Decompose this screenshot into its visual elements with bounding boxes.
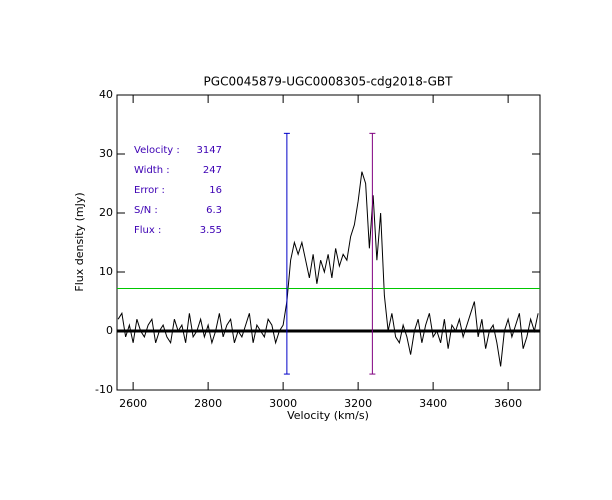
annotation-label: Velocity : bbox=[134, 145, 180, 156]
x-tick-label: 3400 bbox=[419, 397, 447, 410]
x-tick-label: 2800 bbox=[194, 397, 222, 410]
annotation-value: 247 bbox=[203, 165, 222, 176]
y-tick-label: 10 bbox=[99, 265, 113, 278]
annotation-value: 3.55 bbox=[200, 225, 222, 236]
spectrum-line bbox=[117, 171, 539, 367]
annotation-label: Flux : bbox=[134, 225, 161, 236]
x-tick-label: 3200 bbox=[344, 397, 372, 410]
y-tick-label: -10 bbox=[95, 383, 113, 396]
y-tick-label: 20 bbox=[99, 206, 113, 219]
x-axis-label: Velocity (km/s) bbox=[287, 409, 369, 422]
x-tick-label: 3000 bbox=[269, 397, 297, 410]
plot-frame bbox=[116, 94, 541, 391]
annotation-label: Error : bbox=[134, 185, 165, 196]
annotation-label: Width : bbox=[134, 165, 170, 176]
annotation-value: 3147 bbox=[197, 145, 222, 156]
annotation-value: 16 bbox=[209, 185, 222, 196]
y-tick-label: 30 bbox=[99, 147, 113, 160]
y-axis-label: Flux density (mJy) bbox=[73, 192, 86, 291]
y-tick-label: 0 bbox=[106, 324, 113, 337]
x-tick-label: 3600 bbox=[494, 397, 522, 410]
annotation-value: 6.3 bbox=[206, 205, 222, 216]
annotation-label: S/N : bbox=[134, 205, 158, 216]
x-tick-label: 2600 bbox=[119, 397, 147, 410]
y-tick-label: 40 bbox=[99, 88, 113, 101]
chart-title: PGC0045879-UGC0008305-cdg2018-GBT bbox=[204, 75, 454, 89]
